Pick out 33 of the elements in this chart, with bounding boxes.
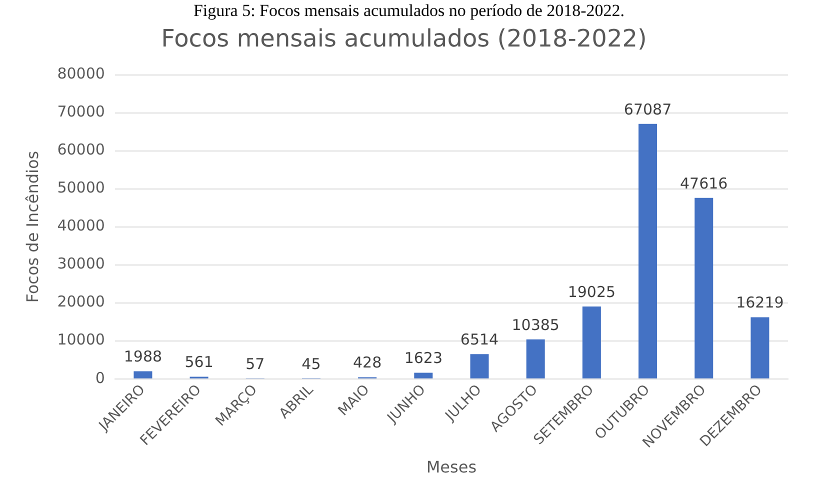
bar — [694, 198, 714, 378]
bar — [470, 354, 489, 378]
y-tick-label: 50000 — [57, 178, 105, 197]
bar — [638, 124, 658, 378]
data-label: 6514 — [460, 330, 499, 348]
data-label: 16219 — [736, 294, 784, 312]
bar — [582, 306, 601, 378]
y-tick-label: 30000 — [57, 254, 105, 273]
data-label: 561 — [184, 353, 214, 372]
y-tick-label: 10000 — [57, 330, 105, 349]
text: Figura 5: Focos mensais acumulados no período de 2018-2022. — [192, 0, 626, 22]
data-label: 67087 — [624, 100, 672, 118]
bar — [414, 372, 433, 378]
y-tick-label: 60000 — [57, 140, 105, 159]
data-label: 57 — [246, 355, 265, 374]
data-label: 10385 — [512, 316, 560, 334]
data-label: 45 — [302, 355, 321, 374]
data-label: 19025 — [568, 282, 616, 301]
data-label: 47616 — [680, 174, 728, 192]
chart-title: Focos mensais acumulados (2018-2022) — [161, 24, 647, 53]
y-tick-label: 70000 — [57, 102, 105, 121]
bar — [526, 339, 545, 378]
y-tick-label: 80000 — [57, 64, 105, 83]
y-tick-label: 40000 — [57, 216, 105, 235]
x-axis-title: Meses — [426, 458, 477, 477]
y-axis-title: Focos de Incêndios — [22, 150, 42, 303]
bar — [134, 371, 152, 378]
data-label: 428 — [353, 354, 382, 372]
bar — [750, 317, 770, 378]
y-tick-label: 0 — [95, 368, 105, 387]
y-tick-label: 20000 — [57, 292, 105, 311]
data-label: 1623 — [404, 349, 443, 368]
data-label: 1988 — [124, 348, 162, 366]
